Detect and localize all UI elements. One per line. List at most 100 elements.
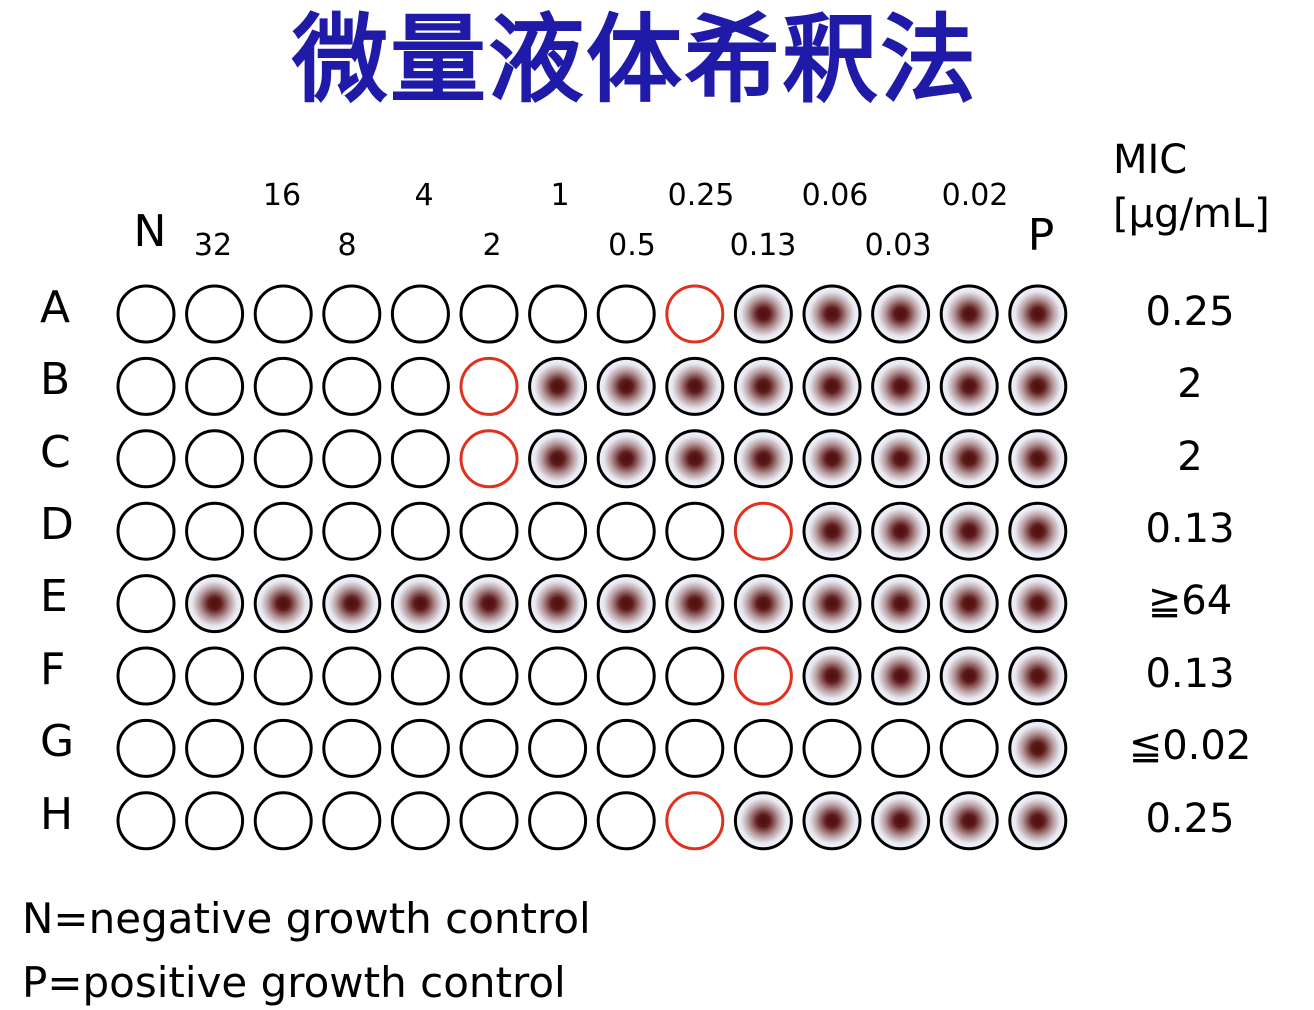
row-label: A: [40, 282, 71, 333]
well-D7-empty: [528, 501, 588, 561]
well-B8-growth: [596, 356, 656, 416]
concentration-label: 4: [414, 178, 434, 213]
well-E13-growth: [939, 574, 999, 634]
well-C6-mic: [459, 429, 519, 489]
mic-value: 2: [1177, 434, 1203, 480]
well-B13-growth: [939, 356, 999, 416]
well-E4-growth: [322, 574, 382, 634]
well-H1-empty: [116, 791, 176, 851]
well-F14-growth: [1008, 646, 1068, 706]
well-E3-growth: [253, 574, 313, 634]
well-E2-growth: [185, 574, 245, 634]
concentration-label: 0.25: [667, 178, 735, 213]
well-C1-empty: [116, 429, 176, 489]
well-F2-empty: [185, 646, 245, 706]
legend-positive: P=positive growth control: [22, 958, 566, 1007]
well-D11-growth: [802, 501, 862, 561]
well-E1-empty: [116, 574, 176, 634]
well-D1-empty: [116, 501, 176, 561]
well-B11-growth: [802, 356, 862, 416]
well-E7-growth: [528, 574, 588, 634]
well-A7-empty: [528, 284, 588, 344]
row-label: H: [40, 789, 74, 840]
well-H4-empty: [322, 791, 382, 851]
well-H13-growth: [939, 791, 999, 851]
well-G1-empty: [116, 718, 176, 778]
well-G14-growth: [1008, 718, 1068, 778]
concentration-label: 0.13: [729, 228, 797, 263]
well-D13-growth: [939, 501, 999, 561]
well-D9-empty: [665, 501, 725, 561]
well-D2-empty: [185, 501, 245, 561]
mic-value: 0.25: [1145, 289, 1235, 335]
concentration-label: 0.02: [941, 178, 1009, 213]
well-D5-empty: [390, 501, 450, 561]
well-B14-growth: [1008, 356, 1068, 416]
well-C8-growth: [596, 429, 656, 489]
well-B12-growth: [871, 356, 931, 416]
well-G11-empty: [802, 718, 862, 778]
well-G4-empty: [322, 718, 382, 778]
well-C14-growth: [1008, 429, 1068, 489]
well-H11-growth: [802, 791, 862, 851]
well-G8-empty: [596, 718, 656, 778]
well-A12-growth: [871, 284, 931, 344]
well-A11-growth: [802, 284, 862, 344]
well-A6-empty: [459, 284, 519, 344]
well-D3-empty: [253, 501, 313, 561]
well-A4-empty: [322, 284, 382, 344]
well-C7-growth: [528, 429, 588, 489]
well-G12-empty: [871, 718, 931, 778]
well-C10-growth: [733, 429, 793, 489]
well-E12-growth: [871, 574, 931, 634]
well-C4-empty: [322, 429, 382, 489]
well-A3-empty: [253, 284, 313, 344]
well-H2-empty: [185, 791, 245, 851]
well-H8-empty: [596, 791, 656, 851]
mic-value: 0.13: [1145, 651, 1235, 697]
well-H3-empty: [253, 791, 313, 851]
mic-value: ≦0.02: [1128, 723, 1252, 769]
well-F7-empty: [528, 646, 588, 706]
concentration-label: 0.03: [864, 228, 932, 263]
well-C2-empty: [185, 429, 245, 489]
positive-control-label: P: [1027, 210, 1055, 261]
well-A5-empty: [390, 284, 450, 344]
row-label: G: [40, 716, 75, 767]
row-label: F: [40, 644, 66, 695]
well-C13-growth: [939, 429, 999, 489]
well-H9-mic: [665, 791, 725, 851]
well-A2-empty: [185, 284, 245, 344]
well-B3-empty: [253, 356, 313, 416]
well-E6-growth: [459, 574, 519, 634]
well-H14-growth: [1008, 791, 1068, 851]
well-D10-mic: [733, 501, 793, 561]
concentration-label: 32: [193, 228, 233, 263]
well-A13-growth: [939, 284, 999, 344]
well-F11-growth: [802, 646, 862, 706]
well-B4-empty: [322, 356, 382, 416]
well-D12-growth: [871, 501, 931, 561]
well-B7-growth: [528, 356, 588, 416]
well-G9-empty: [665, 718, 725, 778]
mic-value: ≧64: [1147, 578, 1233, 624]
well-D6-empty: [459, 501, 519, 561]
mic-value: 2: [1177, 361, 1203, 407]
well-B2-empty: [185, 356, 245, 416]
well-E10-growth: [733, 574, 793, 634]
well-F13-growth: [939, 646, 999, 706]
well-A1-empty: [116, 284, 176, 344]
well-B1-empty: [116, 356, 176, 416]
well-F12-growth: [871, 646, 931, 706]
well-B6-mic: [459, 356, 519, 416]
row-label: D: [40, 499, 74, 550]
well-H6-empty: [459, 791, 519, 851]
concentration-label: 16: [262, 178, 302, 213]
well-C9-growth: [665, 429, 725, 489]
well-F10-mic: [733, 646, 793, 706]
well-H10-growth: [733, 791, 793, 851]
well-C12-growth: [871, 429, 931, 489]
well-G13-empty: [939, 718, 999, 778]
negative-control-label: N: [133, 206, 167, 257]
